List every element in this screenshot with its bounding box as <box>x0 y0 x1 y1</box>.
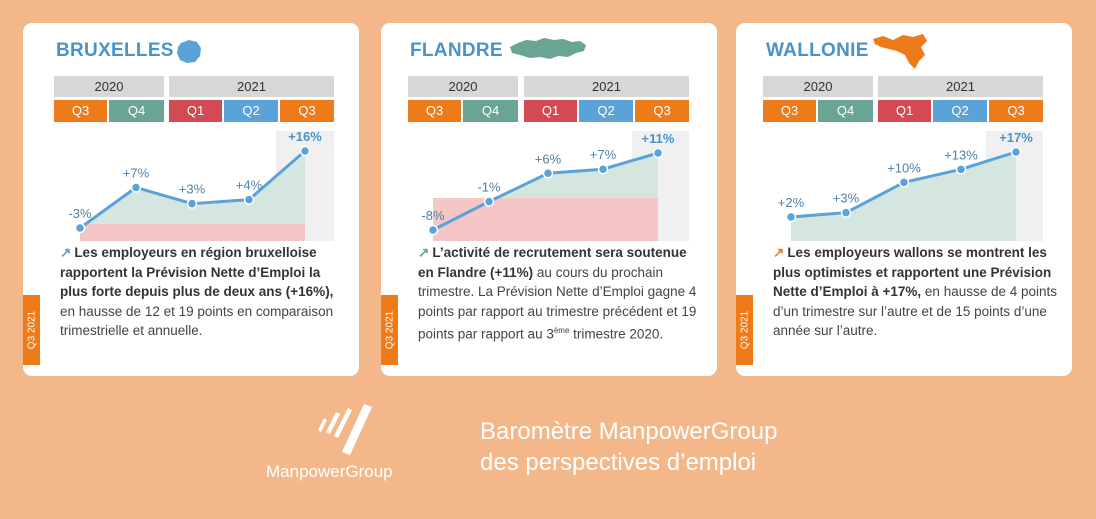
data-point <box>652 147 664 159</box>
footer-title-line2: des perspectives d’emploi <box>480 449 757 476</box>
description-bold: L’activité de recrutement sera soutenue … <box>418 245 687 280</box>
trend-up-arrow-icon: ↗ <box>773 245 785 260</box>
card-bruxelles: BRUXELLES 2020 2021 Q3 Q4 Q1 Q2 Q3 -3% +7… <box>23 23 359 376</box>
data-point <box>130 182 142 193</box>
data-point <box>483 196 495 207</box>
data-label: +10% <box>887 160 921 175</box>
region-title: BRUXELLES <box>56 40 174 61</box>
data-point <box>898 177 910 188</box>
brand-name: ManpowerGroup <box>266 462 393 481</box>
data-point <box>542 168 554 179</box>
period-tab: Q3 2021 <box>23 295 40 365</box>
period-tab: Q3 2021 <box>736 295 753 365</box>
data-point <box>785 211 797 223</box>
line-chart: -8% -1% +6% +7% +11% <box>421 131 689 241</box>
data-label: -8% <box>421 208 445 223</box>
data-point <box>1010 146 1022 158</box>
data-point <box>186 198 198 209</box>
quarter-q2-2021: Q2 <box>933 100 987 122</box>
description-text: en hausse de 12 et 19 points en comparai… <box>60 303 334 339</box>
description-bold: Les employeurs wallons se montrent les p… <box>773 245 1052 299</box>
quarter-q3-2021: Q3 <box>989 100 1043 122</box>
flandre-map-icon <box>510 38 586 59</box>
quarter-q3-2020: Q3 <box>54 100 107 122</box>
quarter-q1-2021: Q1 <box>169 100 222 122</box>
card-description: ↗ Les employeurs en région bruxelloise ra… <box>60 243 345 341</box>
data-label: +11% <box>642 131 675 146</box>
data-label: +13% <box>944 147 978 162</box>
positive-area <box>80 151 305 241</box>
quarter-q1-2021: Q1 <box>524 100 577 122</box>
description-end: trimestre 2020. <box>569 326 664 342</box>
data-point <box>243 194 255 205</box>
quarter-q3-2020: Q3 <box>408 100 461 122</box>
quarter-q4-2020: Q4 <box>109 100 164 122</box>
card-wallonie: WALLONIE 2020 2021 Q3 Q4 Q1 Q2 Q3 +2% +3%… <box>736 23 1072 376</box>
data-label: +3% <box>833 191 860 206</box>
description-text: au cours du prochain trimestre. La Prévi… <box>418 264 697 342</box>
period-tab: Q3 2021 <box>381 295 398 365</box>
region-title: WALLONIE <box>766 40 869 61</box>
wallonie-map-icon <box>873 34 927 69</box>
data-label: +3% <box>179 182 206 197</box>
manpowergroup-logo-icon <box>318 404 372 455</box>
footer-title: Baromètre ManpowerGroup des perspectives… <box>480 416 777 478</box>
data-label: +16% <box>288 131 322 144</box>
data-label: +4% <box>236 178 263 193</box>
data-label: +6% <box>535 151 562 166</box>
quarter-q3-2021: Q3 <box>280 100 334 122</box>
year-label-2020: 2020 <box>408 76 518 97</box>
line-chart: -3% +7% +3% +4% +16% <box>68 131 334 241</box>
data-label: -1% <box>477 180 501 195</box>
card-description: ↗ L’activité de recrutement sera soutenue… <box>418 243 703 344</box>
year-label-2020: 2020 <box>54 76 164 97</box>
data-point <box>840 207 852 218</box>
trend-up-arrow-icon: ↗ <box>60 245 72 260</box>
description-sup: ème <box>553 326 570 335</box>
data-point <box>597 163 609 175</box>
year-label-2021: 2021 <box>169 76 334 97</box>
data-point <box>74 222 86 234</box>
data-label: +7% <box>590 147 617 162</box>
data-point <box>955 164 967 175</box>
data-label: +2% <box>778 195 805 210</box>
negative-area <box>433 198 658 241</box>
bruxelles-map-icon <box>177 40 201 63</box>
card-description: ↗ Les employeurs wallons se montrent les … <box>773 243 1058 341</box>
quarter-q2-2021: Q2 <box>224 100 278 122</box>
negative-area <box>80 224 305 241</box>
year-label-2021: 2021 <box>524 76 689 97</box>
data-label: +7% <box>123 165 150 180</box>
year-label-2020: 2020 <box>763 76 873 97</box>
quarter-q1-2021: Q1 <box>878 100 931 122</box>
quarter-q4-2020: Q4 <box>818 100 873 122</box>
data-point <box>299 145 311 157</box>
line-chart: +2% +3% +10% +13% +17% <box>778 131 1043 241</box>
description-text: en hausse de 4 points d’un trimestre sur… <box>773 284 1058 338</box>
card-flandre: FLANDRE 2020 2021 Q3 Q4 Q1 Q2 Q3 -8% -1% +… <box>381 23 717 376</box>
quarter-q3-2021: Q3 <box>635 100 689 122</box>
year-label-2021: 2021 <box>878 76 1043 97</box>
data-label: +17% <box>999 131 1033 145</box>
quarter-q2-2021: Q2 <box>579 100 633 122</box>
data-point <box>427 224 439 236</box>
footer-title-line1: Baromètre ManpowerGroup <box>480 418 778 445</box>
description-bold: Les employeurs en région bruxelloise rap… <box>60 245 334 299</box>
data-label: -3% <box>68 206 92 221</box>
trend-up-arrow-icon: ↗ <box>418 245 430 260</box>
quarter-q4-2020: Q4 <box>463 100 518 122</box>
quarter-q3-2020: Q3 <box>763 100 816 122</box>
region-title: FLANDRE <box>410 40 503 61</box>
